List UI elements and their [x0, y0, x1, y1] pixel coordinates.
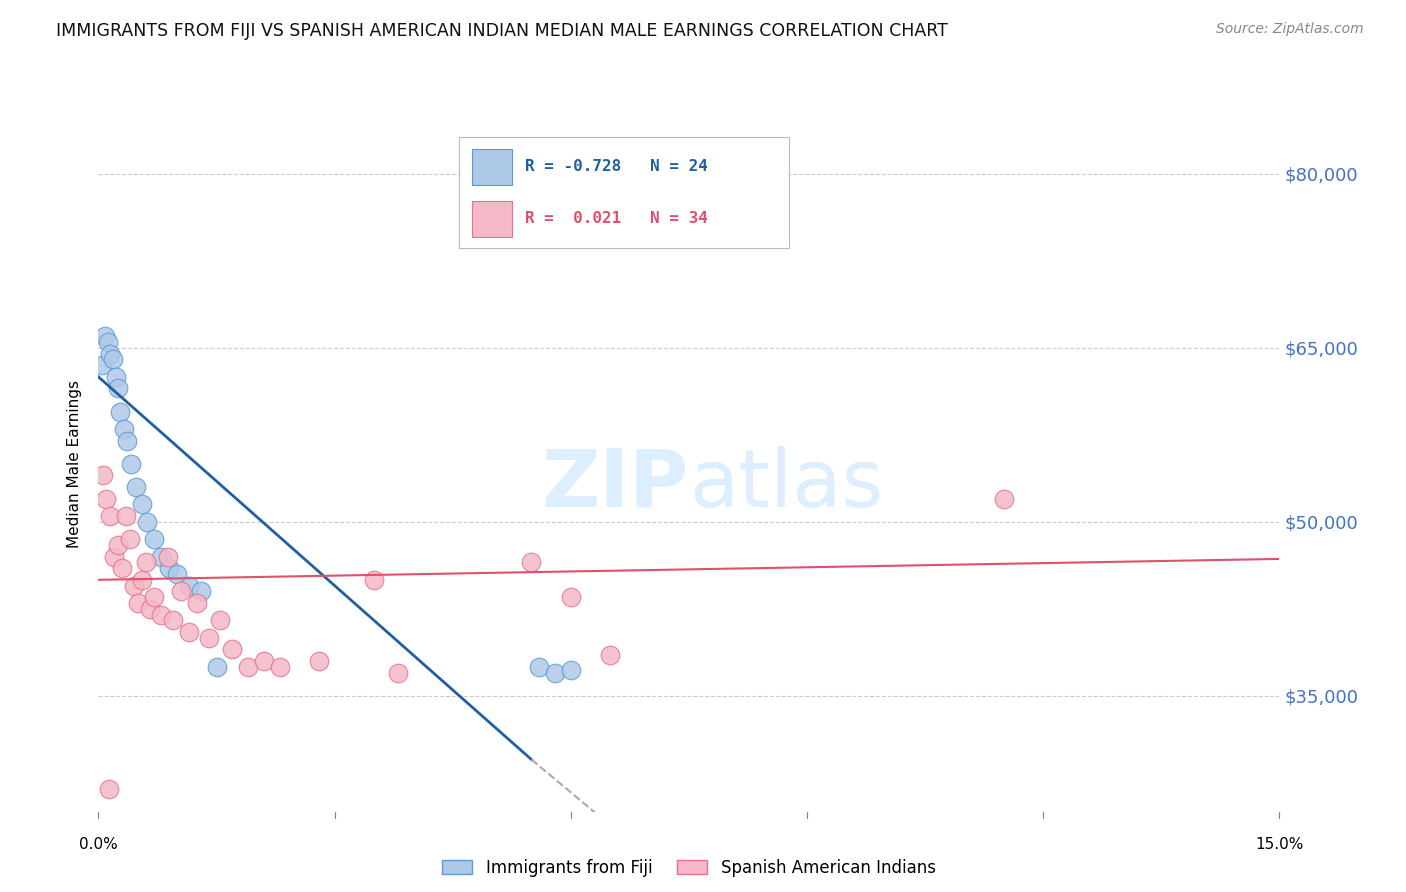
Point [125, 480, 148, 494]
Point [122, 578, 145, 592]
Point [136, 515, 159, 529]
Point [135, 555, 157, 569]
Text: 15.0%: 15.0% [1256, 838, 1303, 852]
Text: IMMIGRANTS FROM FIJI VS SPANISH AMERICAN INDIAN MEDIAN MALE EARNINGS CORRELATION: IMMIGRANTS FROM FIJI VS SPANISH AMERICAN… [56, 22, 948, 40]
Point [115, 434, 138, 448]
Point [98, 508, 121, 523]
Point [138, 601, 160, 615]
Point [118, 532, 141, 546]
Point [103, 549, 125, 564]
Point [387, 665, 409, 680]
Point [91, 358, 114, 373]
Point [560, 591, 582, 605]
Point [96, 491, 118, 506]
Point [142, 532, 165, 546]
Point [520, 555, 543, 569]
Point [186, 596, 208, 610]
Point [150, 607, 173, 622]
Point [107, 538, 129, 552]
Point [177, 624, 200, 639]
Point [162, 614, 184, 628]
Text: ZIP: ZIP [541, 446, 689, 524]
Point [121, 457, 143, 471]
Point [205, 660, 228, 674]
Point [190, 584, 212, 599]
Point [150, 549, 173, 564]
Point [363, 573, 385, 587]
Point [101, 352, 124, 367]
Point [131, 497, 153, 511]
Point [97, 334, 120, 349]
Point [131, 573, 153, 587]
Point [269, 660, 291, 674]
Point [177, 578, 200, 592]
Point [236, 660, 259, 674]
Point [91, 468, 114, 483]
Point [170, 584, 193, 599]
Point [529, 660, 551, 674]
Legend: Immigrants from Fiji, Spanish American Indians: Immigrants from Fiji, Spanish American I… [436, 852, 942, 883]
Point [221, 642, 243, 657]
Point [993, 491, 1015, 506]
Point [157, 561, 180, 575]
Text: atlas: atlas [689, 446, 883, 524]
Point [115, 508, 138, 523]
Point [110, 405, 132, 419]
Point [308, 654, 330, 668]
Point [560, 663, 582, 677]
Point [166, 567, 188, 582]
Point [156, 549, 179, 564]
Text: 0.0%: 0.0% [79, 838, 118, 852]
Point [197, 631, 219, 645]
Point [111, 561, 134, 575]
Point [142, 591, 165, 605]
Point [93, 329, 115, 343]
Point [98, 346, 121, 360]
Point [253, 654, 276, 668]
Point [107, 382, 129, 396]
Point [97, 781, 120, 796]
Point [127, 596, 149, 610]
Point [112, 422, 135, 436]
Point [209, 614, 232, 628]
Text: Source: ZipAtlas.com: Source: ZipAtlas.com [1216, 22, 1364, 37]
Y-axis label: Median Male Earnings: Median Male Earnings [67, 380, 83, 548]
Point [544, 665, 567, 680]
Point [599, 648, 621, 662]
Point [104, 369, 127, 384]
